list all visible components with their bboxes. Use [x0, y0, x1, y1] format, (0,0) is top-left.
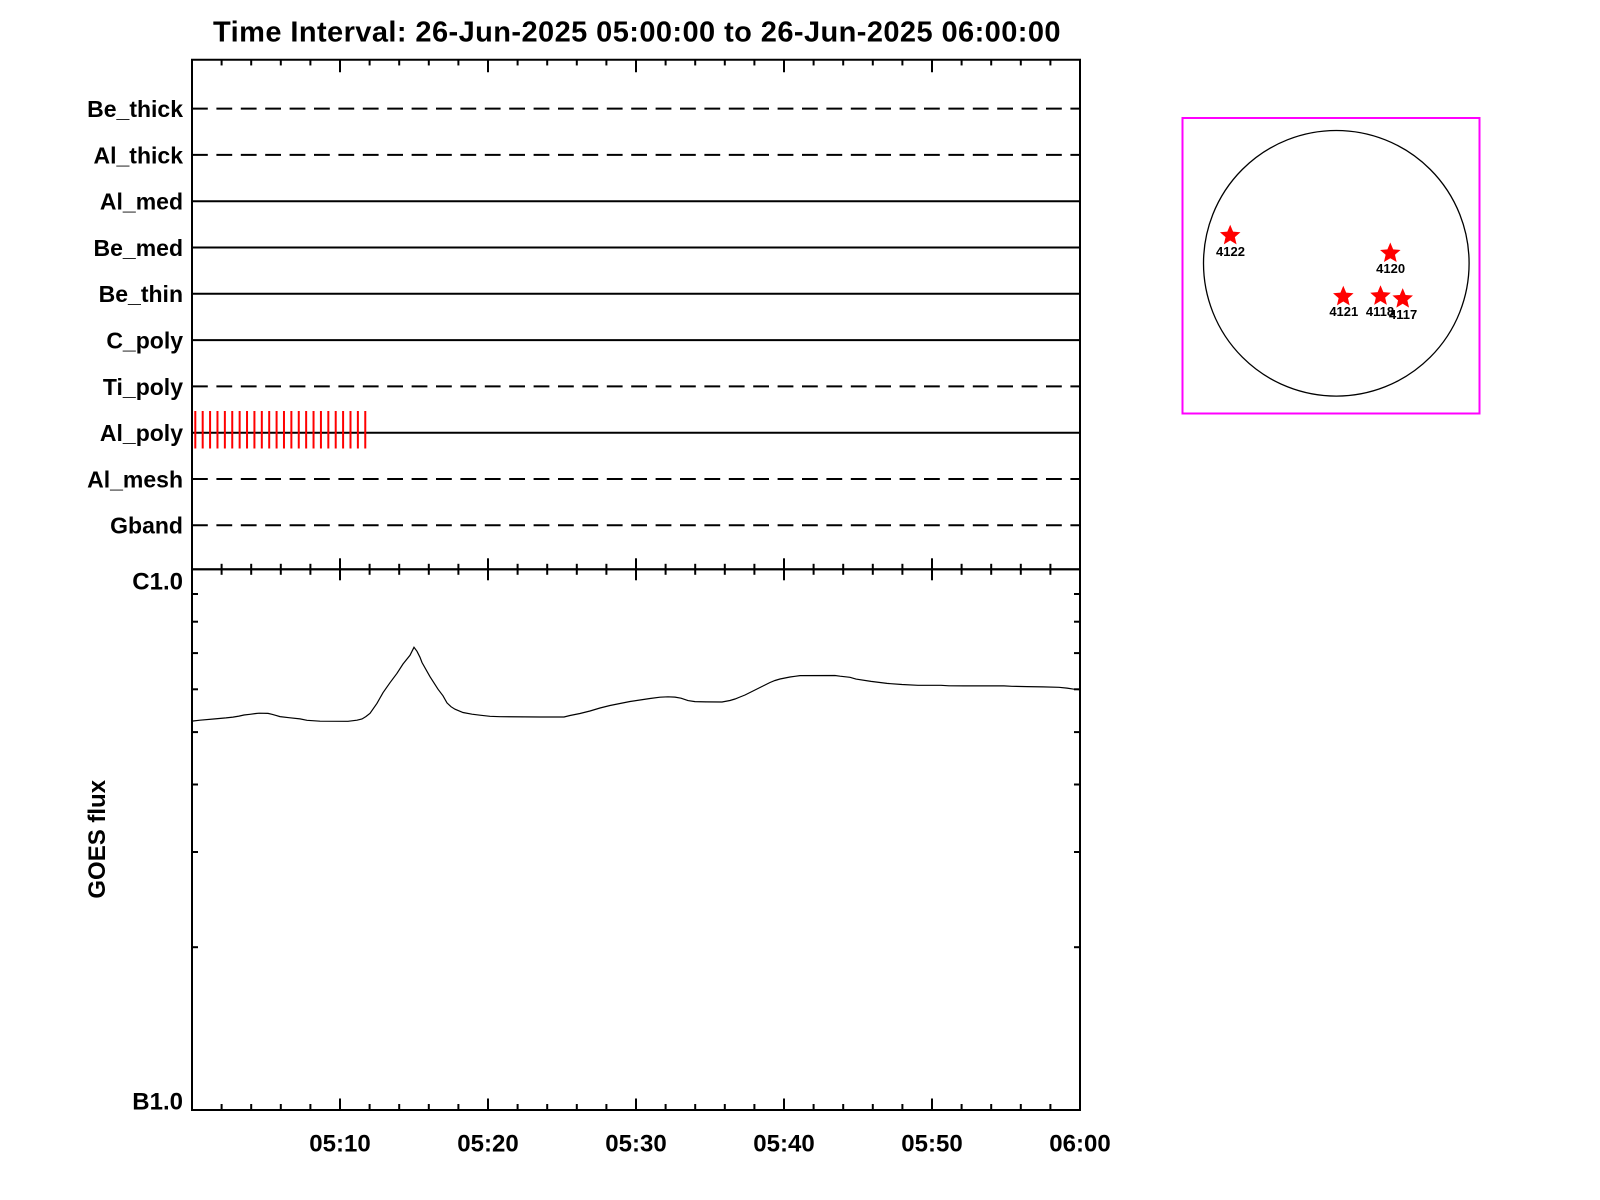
- svg-text:Be_med: Be_med: [94, 235, 183, 261]
- svg-text:4120: 4120: [1376, 261, 1405, 276]
- svg-text:4118: 4118: [1366, 304, 1394, 319]
- svg-text:05:50: 05:50: [901, 1130, 962, 1157]
- svg-text:4121: 4121: [1329, 304, 1358, 319]
- svg-text:Al_thick: Al_thick: [94, 142, 184, 168]
- svg-text:Be_thick: Be_thick: [87, 96, 183, 122]
- svg-text:05:40: 05:40: [753, 1130, 814, 1157]
- svg-text:Ti_poly: Ti_poly: [103, 374, 183, 400]
- svg-text:Al_poly: Al_poly: [100, 420, 183, 446]
- svg-text:Time Interval: 26-Jun-2025 05:: Time Interval: 26-Jun-2025 05:00:00 to 2…: [213, 17, 1061, 49]
- svg-text:Be_thin: Be_thin: [99, 281, 183, 307]
- svg-text:4122: 4122: [1216, 244, 1245, 259]
- svg-text:Al_mesh: Al_mesh: [87, 466, 183, 492]
- svg-text:05:10: 05:10: [309, 1130, 370, 1157]
- svg-text:05:20: 05:20: [457, 1130, 518, 1157]
- svg-text:GOES flux: GOES flux: [84, 779, 111, 898]
- svg-text:05:30: 05:30: [605, 1130, 666, 1157]
- svg-text:4117: 4117: [1389, 307, 1417, 322]
- svg-text:C1.0: C1.0: [132, 568, 183, 595]
- svg-text:C_poly: C_poly: [106, 328, 183, 354]
- svg-text:Al_med: Al_med: [100, 189, 183, 215]
- svg-text:B1.0: B1.0: [132, 1088, 183, 1115]
- svg-text:06:00: 06:00: [1049, 1130, 1110, 1157]
- svg-text:Gband: Gband: [110, 513, 183, 539]
